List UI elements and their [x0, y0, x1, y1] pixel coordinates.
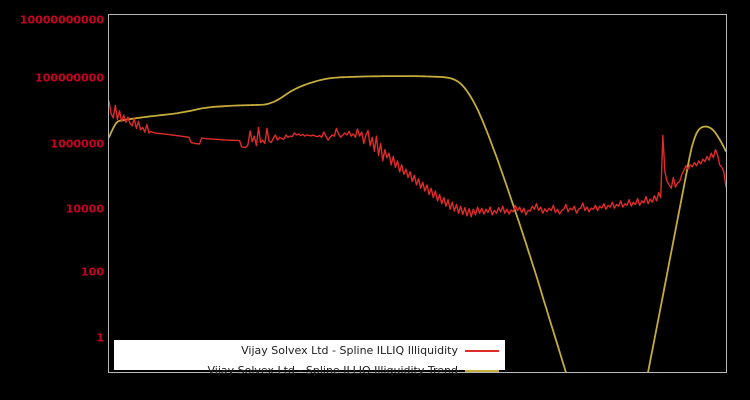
y-tick-label: 10000000000 [19, 13, 104, 27]
legend-item-trend: Vijay Solvex Ltd - Spline ILLIQ Illiquid… [114, 363, 505, 378]
legend-swatch-illiquidity [465, 349, 499, 352]
plot-area [108, 14, 727, 373]
series-line-illiquidity [109, 100, 726, 218]
legend-label: Vijay Solvex Ltd - Spline ILLIQ Illiquid… [207, 364, 459, 377]
chart-legend: Vijay Solvex Ltd - Spline ILLIQ Illiquid… [114, 340, 505, 376]
y-tick-label: 1 [96, 331, 104, 345]
y-tick-label: 100000000 [35, 71, 104, 85]
y-axis-tick-labels: 10000000000 100000000 1000000 10000 100 … [0, 0, 104, 400]
y-tick-label: 10000 [65, 202, 104, 216]
y-tick-label: 100 [81, 265, 104, 279]
plot-svg [109, 75, 726, 372]
legend-label: Vijay Solvex Ltd - Spline ILLIQ Illiquid… [241, 344, 458, 357]
y-tick-label: 1000000 [50, 137, 104, 151]
legend-item-illiquidity: Vijay Solvex Ltd - Spline ILLIQ Illiquid… [114, 343, 505, 358]
series-line-trend [109, 75, 726, 372]
legend-swatch-trend [465, 369, 499, 372]
